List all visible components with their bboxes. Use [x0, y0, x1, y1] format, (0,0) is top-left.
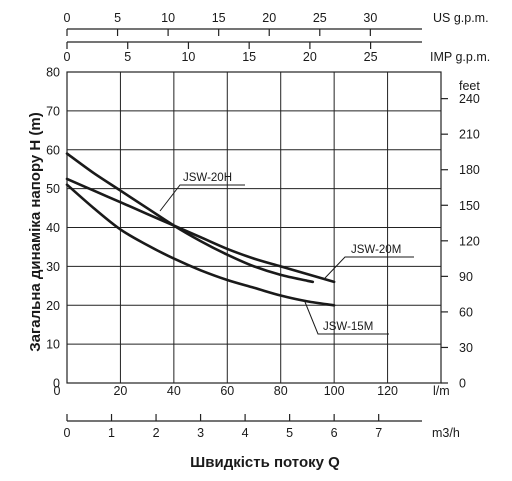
x-tick-label: 120: [377, 384, 398, 398]
y-tick-label: 0: [53, 377, 60, 391]
leader-line-jsw-20h: [159, 184, 245, 212]
us-gpm-tick-label: 25: [313, 11, 327, 25]
x-tick-label: 100: [324, 384, 345, 398]
y-tick-label: 20: [46, 299, 60, 313]
m3h-tick-label: 0: [64, 426, 71, 440]
plot-border: [66, 71, 442, 384]
feet-tick-label: 0: [459, 377, 466, 391]
imp-gpm-tick-label: 10: [181, 50, 195, 64]
m3h-tick-label: 2: [153, 426, 160, 440]
y-tick-label: 30: [46, 260, 60, 274]
feet-tick-label: 90: [459, 270, 473, 284]
curve-jsw-15m: [65, 183, 336, 307]
y-tick-label: 80: [46, 66, 60, 80]
y-tick-label: 60: [46, 143, 60, 157]
y-tick-label: 40: [46, 221, 60, 235]
x-tick-label: 80: [274, 384, 288, 398]
imp-gpm-tick-label: 25: [364, 50, 378, 64]
us-gpm-unit-label: US g.p.m.: [433, 11, 489, 25]
leader-line-jsw-20m: [324, 256, 414, 279]
m3h-tick-label: 7: [375, 426, 382, 440]
imp-gpm-unit-label: IMP g.p.m.: [430, 50, 490, 64]
plot-frame: [66, 71, 442, 384]
top-axes: 0 5 10 15 20 25 30 US g.p.m. 0 5 10 15 20 25 IMP g.p.m…: [64, 11, 491, 64]
leader-line-jsw-15m: [304, 301, 389, 335]
us-gpm-tick-label: 0: [64, 11, 71, 25]
bottom-axes: 0 20 40 60 80 100 120 l/m 0 1 2 3 4 5 6 7 m3/h: [54, 384, 460, 440]
x-tick-label: 20: [113, 384, 127, 398]
x-unit-label: l/m: [433, 384, 450, 398]
pump-curves: [65, 152, 336, 307]
x-axis-title: Швидкість потоку Q: [190, 454, 340, 471]
curve-label-jsw-20m: JSW-20M: [351, 244, 401, 256]
feet-tick-label: 150: [459, 199, 480, 213]
x-tick-label: 60: [220, 384, 234, 398]
feet-tick-label: 240: [459, 92, 480, 106]
imp-gpm-tick-label: 5: [124, 50, 131, 64]
y-tick-label: 70: [46, 104, 60, 118]
m3h-tick-label: 1: [108, 426, 115, 440]
y-tick-label: 50: [46, 182, 60, 196]
grid: [67, 72, 441, 383]
m3h-unit-label: m3/h: [432, 426, 460, 440]
feet-tick-label: 210: [459, 128, 480, 142]
feet-tick-label: 60: [459, 305, 473, 319]
feet-tick-label: 180: [459, 163, 480, 177]
y-axis-title: Загальна динаміка напору H (m): [27, 112, 44, 352]
curve-jsw-20h: [65, 152, 315, 284]
us-gpm-tick-label: 5: [114, 11, 121, 25]
feet-tick-label: 30: [459, 341, 473, 355]
us-gpm-tick-label: 30: [363, 11, 377, 25]
curve-label-jsw-15m: JSW-15M: [323, 321, 373, 333]
y-tick-label: 10: [46, 338, 60, 352]
imp-gpm-tick-label: 20: [303, 50, 317, 64]
curve-label-jsw-20h: JSW-20H: [183, 172, 232, 184]
m3h-tick-label: 4: [242, 426, 249, 440]
feet-tick-label: 120: [459, 234, 480, 248]
m3h-tick-label: 3: [197, 426, 204, 440]
y-axis-right-feet: 240 210 180 150 120 90 60 30 0 feet: [441, 79, 480, 391]
feet-unit-label: feet: [459, 79, 480, 93]
us-gpm-tick-label: 10: [161, 11, 175, 25]
imp-gpm-tick-label: 15: [242, 50, 256, 64]
imp-gpm-tick-label: 0: [64, 50, 71, 64]
curve-jsw-20m: [65, 177, 336, 284]
x-tick-label: 40: [167, 384, 181, 398]
m3h-tick-label: 5: [286, 426, 293, 440]
y-axis-left: 80 70 60 50 40 30 20 10 0: [46, 66, 60, 391]
x-tick-label: 0: [54, 384, 61, 398]
us-gpm-tick-label: 20: [262, 11, 276, 25]
us-gpm-tick-label: 15: [212, 11, 226, 25]
m3h-tick-label: 6: [331, 426, 338, 440]
curve-labels: JSW-20H JSW-20M JSW-15M: [159, 172, 414, 335]
